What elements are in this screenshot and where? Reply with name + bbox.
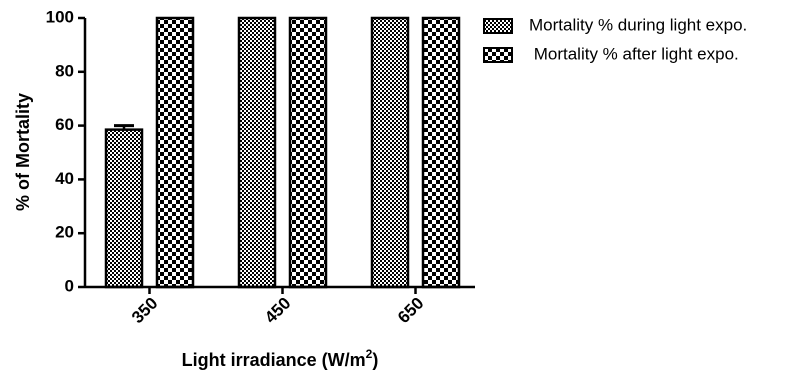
bar-during-650 <box>370 16 410 289</box>
y-tick-label-80: 80 <box>55 61 74 80</box>
bar-after-650 <box>421 16 461 289</box>
bar-after-450 <box>288 16 328 289</box>
legend-label-during: Mortality % during light expo. <box>529 15 747 34</box>
x-axis-title: Light irradiance (W/m2) <box>182 347 379 370</box>
x-axis-title-end: ) <box>372 350 378 370</box>
y-ticks-group: 0 20 40 60 80 100 <box>46 7 85 295</box>
y-tick-label-60: 60 <box>55 115 74 134</box>
legend-swatch-after <box>483 47 513 63</box>
legend: Mortality % during light expo. Mortality… <box>483 15 747 63</box>
x-axis-title-superscript: 2 <box>366 347 373 361</box>
y-tick-label-40: 40 <box>55 169 74 188</box>
bar-during-350 <box>104 128 144 289</box>
x-tick-label-350: 350 <box>128 294 161 327</box>
bar-during-450 <box>237 16 277 289</box>
x-axis-title-main: Light irradiance (W/m <box>182 350 366 370</box>
x-tick-label-450: 450 <box>261 294 294 327</box>
bar-after-350 <box>155 16 195 289</box>
legend-label-after: Mortality % after light expo. <box>529 44 739 63</box>
y-tick-label-100: 100 <box>46 7 74 26</box>
y-tick-label-20: 20 <box>55 223 74 242</box>
y-axis-title: % of Mortality <box>13 93 33 211</box>
y-tick-label-0: 0 <box>65 276 74 295</box>
x-tick-label-650: 650 <box>394 294 427 327</box>
bars-group <box>104 16 461 289</box>
legend-swatch-during <box>483 18 513 34</box>
x-ticks-group: 350 450 650 <box>128 287 427 327</box>
error-bars-group <box>114 124 134 130</box>
